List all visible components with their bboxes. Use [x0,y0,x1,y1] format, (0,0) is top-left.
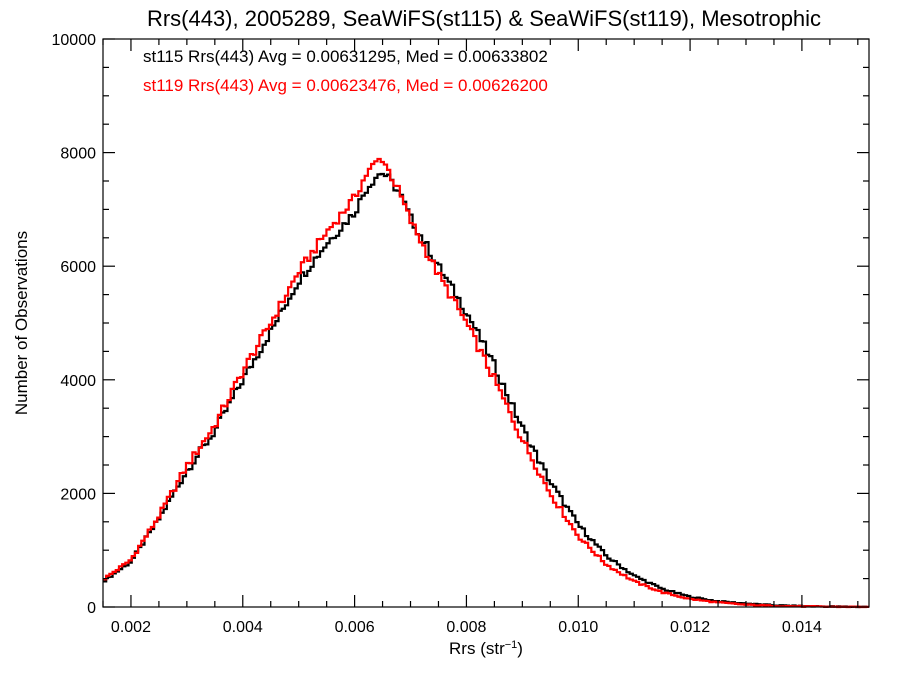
x-axis-label-sup: −1 [505,639,518,651]
y-axis-label: Number of Observations [12,231,31,415]
x-tick-label: 0.012 [670,619,710,636]
x-tick-label: 0.008 [446,619,486,636]
annotation-st115: st115 Rrs(443) Avg = 0.00631295, Med = 0… [143,47,548,66]
histogram-series-2 [103,157,869,609]
plot-frame [102,38,870,608]
x-tick-label: 0.002 [111,619,151,636]
x-tick-label: 0.004 [223,619,263,636]
x-axis: 0.002 0.004 0.006 0.008 0.010 0.012 0.014 [102,39,859,636]
annotation-st119: st119 Rrs(443) Avg = 0.00623476, Med = 0… [143,76,548,95]
y-tick-label: 0 [87,600,96,617]
y-tick-label: 2000 [60,486,96,503]
x-axis-label-main: Rrs (str [449,639,505,658]
y-tick-label: 4000 [60,373,96,390]
y-tick-label: 10000 [52,32,97,49]
y-axis: 0 2000 4000 6000 8000 10000 [52,32,869,617]
series-layer [103,157,869,609]
histogram-series-1 [103,172,869,609]
y-tick-label: 6000 [60,259,96,276]
x-axis-label: Rrs (str−1) [449,639,523,658]
x-tick-label: 0.010 [558,619,598,636]
x-tick-label: 0.006 [335,619,375,636]
chart-title: Rrs(443), 2005289, SeaWiFS(st115) & SeaW… [147,6,821,31]
y-tick-label: 8000 [60,146,96,163]
x-axis-label-end: ) [517,639,523,658]
x-tick-label: 0.014 [782,619,822,636]
